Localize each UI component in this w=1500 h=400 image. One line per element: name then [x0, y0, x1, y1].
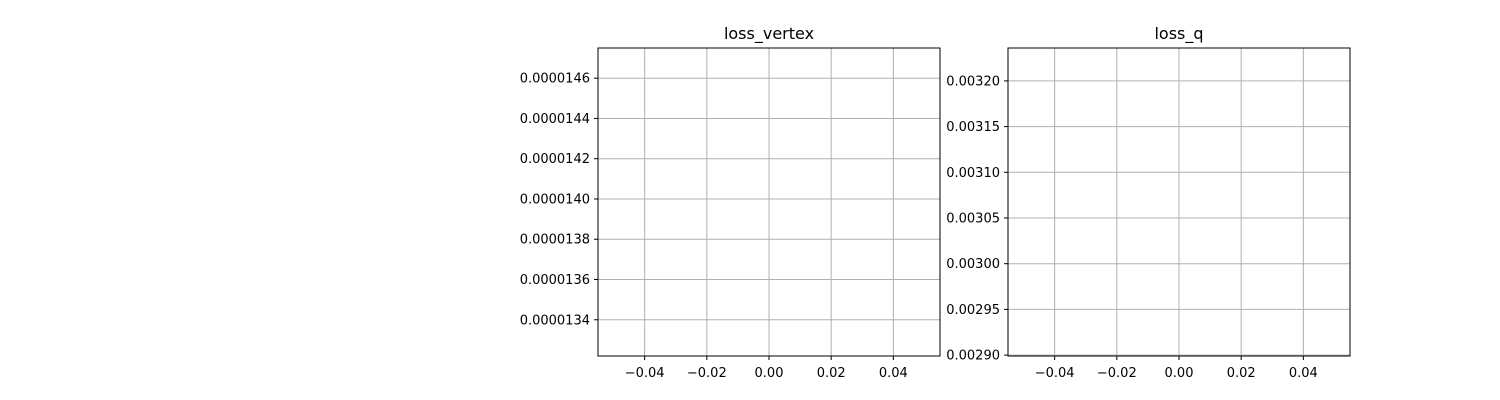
loss-vertex-y-tick-label: 0.0000144: [520, 112, 590, 127]
loss-q-panel: −0.04 −0.02 0.00 0.02 0.04 0.00290 0.00295 0.00…: [946, 24, 1351, 381]
loss-vertex-y-tick-label: 0.0000146: [520, 72, 590, 87]
loss-q-x-tick-label: 0.02: [1227, 366, 1256, 381]
loss-q-y-tick-label: 0.00290: [946, 349, 1000, 364]
loss-q-y-tick-label: 0.00320: [946, 74, 1000, 89]
loss-q-x-tick-label: 0.04: [1289, 366, 1318, 381]
loss-q-y-tick-label: 0.00315: [946, 120, 1000, 135]
loss-vertex-x-tick-label: −0.02: [687, 366, 727, 381]
loss-vertex-y-tick-label: 0.0000142: [520, 152, 590, 167]
loss-q-x-tick-label: 0.00: [1165, 366, 1194, 381]
loss-vertex-y-tick-label: 0.0000134: [520, 313, 590, 328]
loss-q-x-tick-label: −0.02: [1097, 366, 1137, 381]
loss-vertex-x-tick-label: 0.00: [755, 366, 784, 381]
loss-vertex-x-tick-label: 0.02: [817, 366, 846, 381]
loss-vertex-axes-frame: [597, 47, 941, 357]
loss-vertex-title: loss_vertex: [724, 24, 814, 44]
loss-vertex-y-tick-label: 0.0000136: [520, 273, 590, 288]
loss-q-y-tick-label: 0.00295: [946, 303, 1000, 318]
loss-q-x-tick-label: −0.04: [1035, 366, 1075, 381]
loss-q-axes-frame: [1007, 47, 1351, 357]
loss-vertex-x-tick-label: 0.04: [879, 366, 908, 381]
loss-q-title: loss_q: [1154, 24, 1203, 44]
loss-q-y-tick-label: 0.00305: [946, 211, 1000, 226]
loss-q-y-tick-label: 0.00300: [946, 257, 1000, 272]
loss-vertex-panel: −0.04 −0.02 0.00 0.02 0.04 0.0000134 0.0000136…: [520, 24, 941, 381]
loss-vertex-y-tick-label: 0.0000138: [520, 233, 590, 248]
loss-vertex-x-tick-label: −0.04: [625, 366, 665, 381]
loss-vertex-y-tick-label: 0.0000140: [520, 192, 590, 207]
loss-q-y-tick-label: 0.00310: [946, 166, 1000, 181]
